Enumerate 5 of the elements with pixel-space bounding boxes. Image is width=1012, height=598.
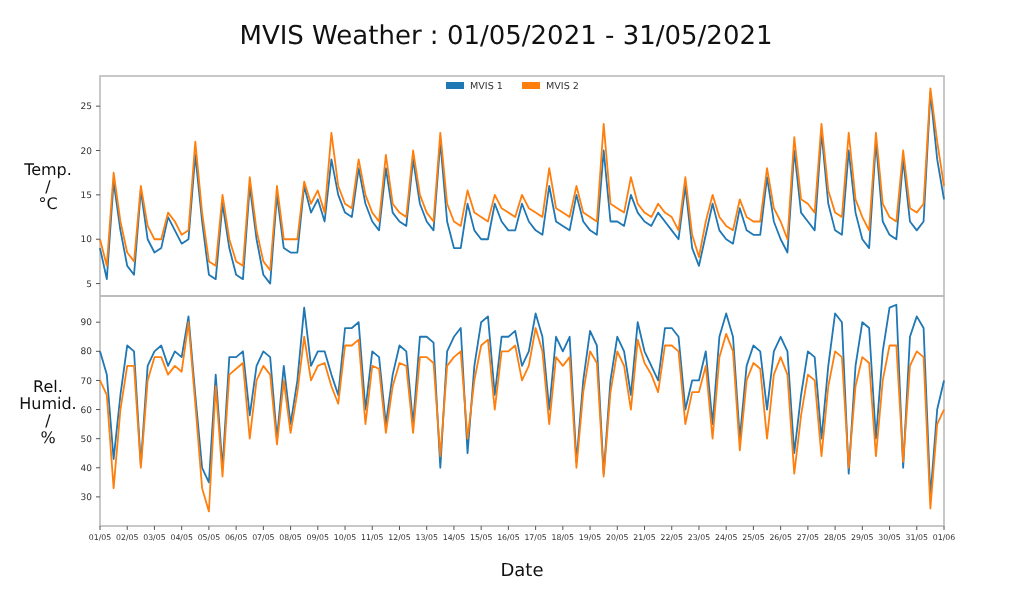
chart-title: MVIS Weather : 01/05/2021 - 31/05/2021 [239, 22, 773, 52]
line-series [99, 321, 945, 513]
y-axis-title: Temp. / °C [22, 161, 72, 213]
y-axis-title: Rel. Humid. / % [19, 377, 77, 447]
x-axis-title: Date [500, 562, 545, 582]
